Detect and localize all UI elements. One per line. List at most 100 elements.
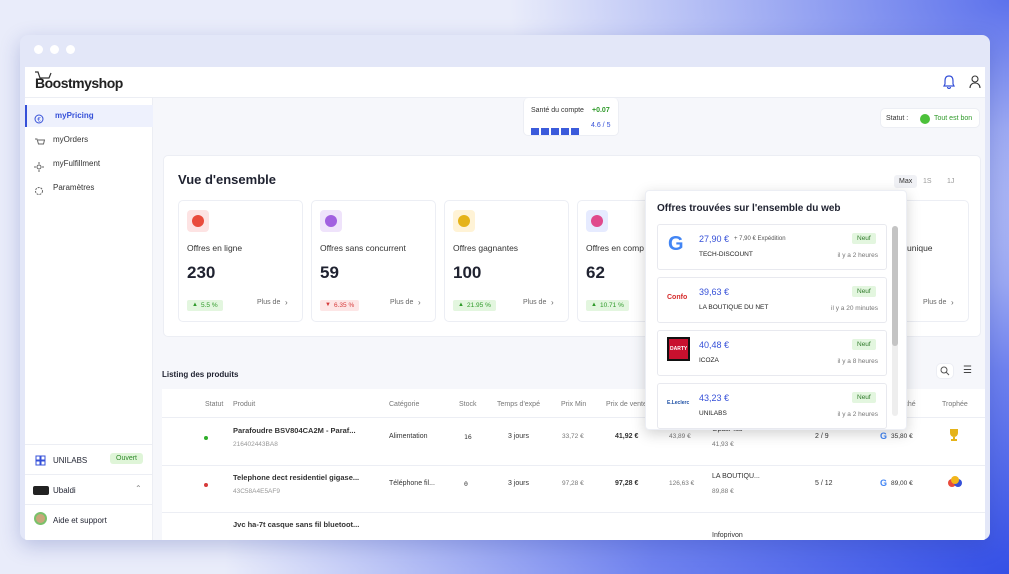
metric-change: 10.71 %: [586, 300, 629, 311]
trend-arrow: ▲: [591, 302, 597, 308]
product-sku: 43C58A4E5AF9: [233, 488, 280, 495]
nav-item[interactable]: myPricing: [25, 105, 153, 127]
leader-price: 41,93 €: [712, 441, 734, 448]
offer-condition: Neuf: [852, 233, 876, 244]
category: Alimentation: [389, 433, 428, 440]
metric-icon: [586, 210, 608, 232]
trend-arrow: ▲: [458, 302, 464, 308]
metric-label: Offres en ligne: [187, 243, 243, 253]
nav-item[interactable]: myFulfillment: [53, 159, 101, 168]
metric-icon: [320, 210, 342, 232]
divider: [25, 444, 153, 445]
metric-change: 21.95 %: [453, 300, 496, 311]
min-price: 97,28 €: [562, 480, 584, 487]
metric-card: Offres gagnantes 100 21.95 % ▲ Plus de ›: [444, 200, 569, 322]
metric-value: 230: [187, 263, 216, 282]
offer-condition: Neuf: [852, 339, 876, 350]
metric-label: unique: [907, 243, 933, 253]
more-link[interactable]: Plus de: [923, 299, 947, 306]
metric-change: 6.35 %: [320, 300, 360, 311]
delay: 3 jours: [508, 480, 530, 487]
offer-time: il y a 2 heures: [837, 252, 878, 259]
leader: Infoprivon: [712, 532, 743, 539]
max-price: 43,89 €: [669, 433, 691, 440]
category: Téléphone fil...: [389, 480, 435, 487]
status-label: Statut :: [886, 115, 909, 122]
metric-label: Offres gagnantes: [453, 243, 519, 253]
health-bars: [531, 122, 581, 140]
product-sku: 216402443BA8: [233, 441, 278, 448]
metric-card: Offres en ligne 230 5.5 % ▲ Plus de ›: [178, 200, 303, 322]
more-link[interactable]: Plus de: [390, 299, 414, 306]
delay: 3 jours: [508, 433, 530, 440]
account-chevron[interactable]: ⌃: [135, 484, 142, 493]
market-price: 89,00 €: [891, 480, 913, 487]
offer-price: 39,63 €: [699, 287, 730, 297]
offer-seller: UNILABS: [699, 410, 727, 417]
shop-status: Ouvert: [110, 453, 144, 464]
browser-window: Boostmyshop myPricing € myOrders myFulfillm…: [20, 35, 990, 540]
nav-item[interactable]: myOrders: [53, 135, 89, 144]
period-tab[interactable]: 1S: [923, 178, 932, 185]
product-name: Telephone dect residentiel gigase...: [233, 473, 360, 482]
column-header: Prix de vente: [606, 401, 647, 408]
sidebar: myPricing € myOrders myFulfillment Paramètre…: [25, 98, 153, 540]
trend-arrow: ▲: [192, 302, 198, 308]
metric-value: 62: [586, 263, 605, 282]
offers-popup: Offres trouvées sur l'ensemble du web G 2…: [645, 190, 907, 430]
help-link[interactable]: Aide et support: [53, 516, 107, 525]
window-dot: [66, 45, 75, 54]
divider: [25, 504, 153, 505]
logo-cart: [35, 71, 52, 79]
market-price: 35,80 €: [891, 433, 913, 440]
offer-time: il y a 2 heures: [837, 411, 878, 418]
more-link[interactable]: Plus de: [523, 299, 547, 306]
seller-logo: E.Leclerc: [667, 400, 690, 406]
trophy-icon: [947, 428, 961, 447]
user-icon[interactable]: [969, 75, 981, 89]
rank: 2 / 9: [815, 433, 829, 440]
leader-price: 89,88 €: [712, 488, 734, 495]
row-divider: [162, 512, 985, 513]
stock: 16: [464, 433, 472, 441]
offer-card: Confo 39,63 € LA BOUTIQUE DU NET Neuf il y a…: [657, 277, 887, 323]
overview-title: Vue d'ensemble: [178, 172, 276, 187]
offer-price: 40,48 €: [699, 340, 730, 350]
more-chevron[interactable]: ›: [285, 298, 288, 307]
offer-condition: Neuf: [852, 286, 876, 297]
metric-icon: [453, 210, 475, 232]
column-header: Catégorie: [389, 401, 420, 408]
column-header: Temps d'expé: [497, 401, 540, 408]
status-icon: [920, 114, 930, 124]
window-dot: [50, 45, 59, 54]
bell-icon[interactable]: [943, 75, 955, 89]
period-tab[interactable]: Max: [894, 175, 918, 188]
offer-seller: LA BOUTIQUE DU NET: [699, 304, 769, 311]
product-name: Jvc ha-7t casque sans fil bluetoot...: [233, 520, 360, 529]
menu-button[interactable]: ☰: [963, 365, 972, 376]
health-label: Santé du compte: [531, 107, 584, 114]
nav-icon: [34, 183, 44, 201]
nav-item[interactable]: Paramètres: [53, 183, 95, 192]
status-box: Statut : Tout est bon: [880, 108, 980, 128]
search-button[interactable]: [936, 363, 954, 379]
account-name[interactable]: Ubaldi: [53, 486, 76, 495]
more-chevron[interactable]: ›: [951, 298, 954, 307]
shop-name: UNILABS: [53, 456, 88, 465]
min-price: 33,72 €: [562, 433, 584, 440]
offer-price: 43,23 €: [699, 393, 730, 403]
offer-shipping: + 7,90 € Expédition: [734, 236, 786, 242]
period-tab[interactable]: 1J: [947, 178, 955, 185]
metric-label: Offres en comp: [586, 243, 644, 253]
nav-icon: [34, 159, 44, 177]
offer-price: 27,90 €: [699, 234, 730, 244]
offers-title: Offres trouvées sur l'ensemble du web: [657, 203, 841, 214]
sale-price: 97,28 €: [615, 480, 639, 487]
more-chevron[interactable]: ›: [551, 298, 554, 307]
more-chevron[interactable]: ›: [418, 298, 421, 307]
more-link[interactable]: Plus de: [257, 299, 281, 306]
listing-title: Listing des produits: [162, 370, 239, 379]
window-dot: [34, 45, 43, 54]
svg-text:€: €: [37, 118, 41, 124]
